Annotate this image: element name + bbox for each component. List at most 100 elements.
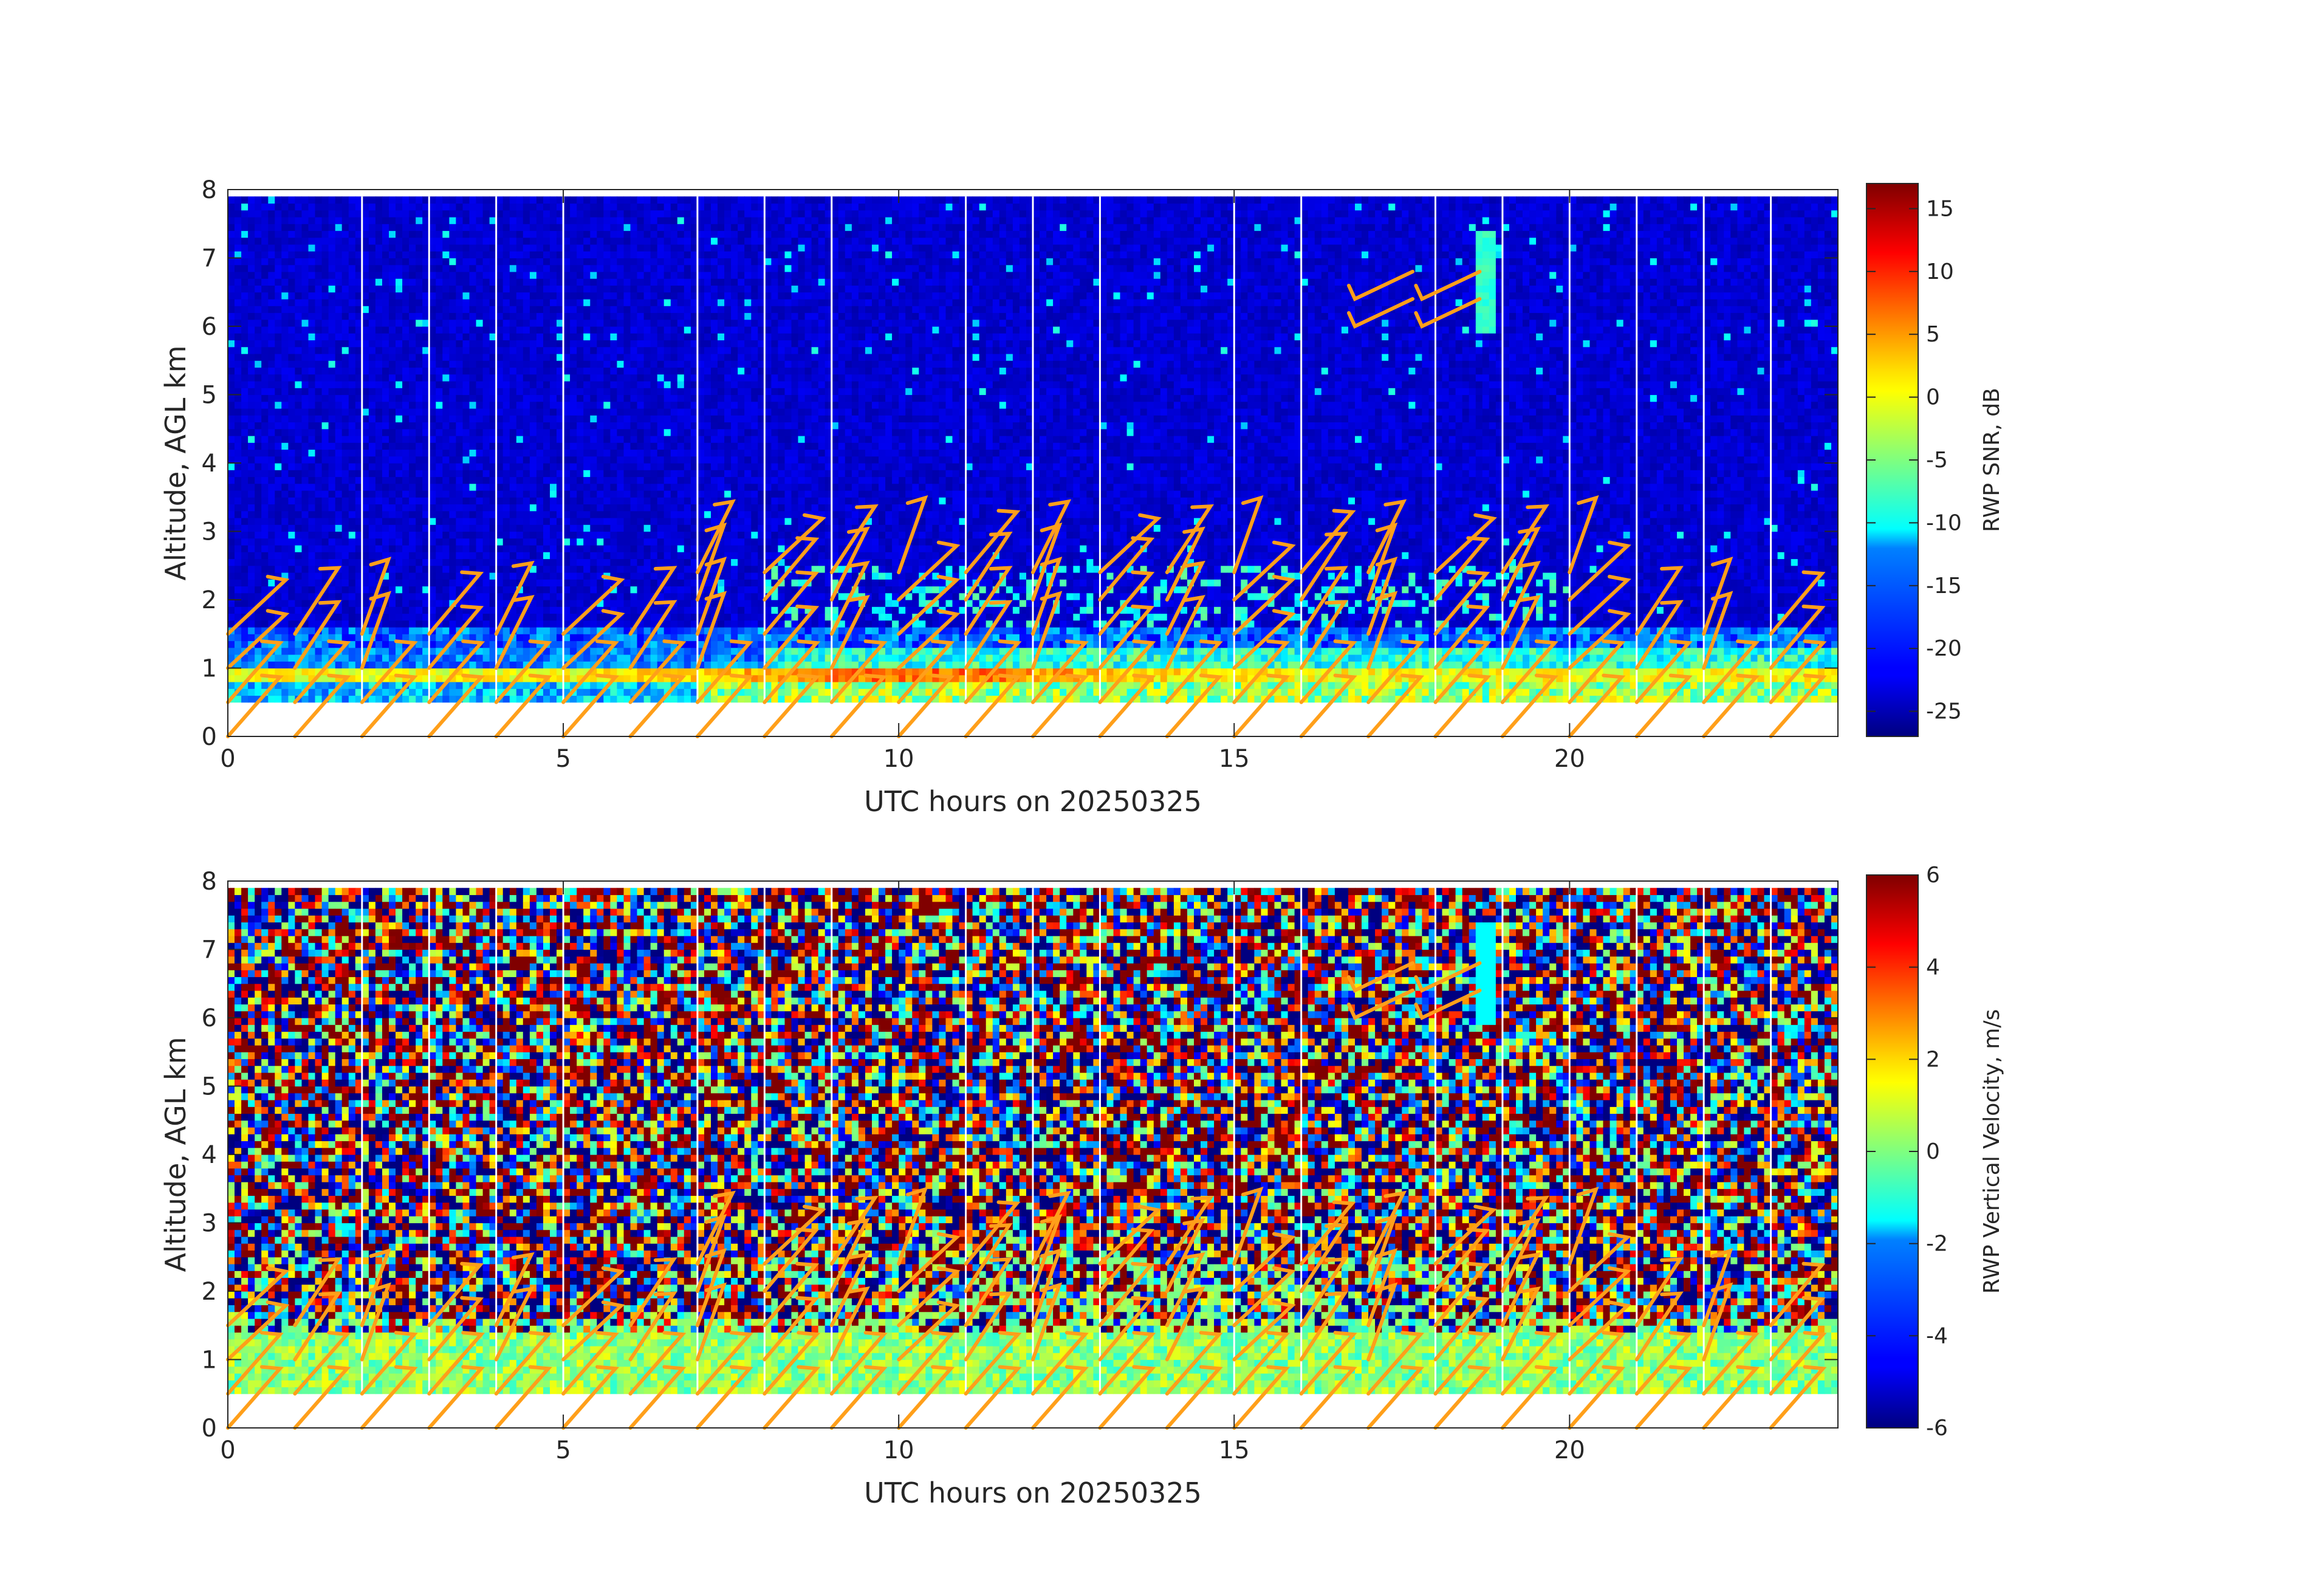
heatmap-cell: [329, 210, 336, 218]
heatmap-cell: [637, 368, 645, 375]
heatmap-cell: [476, 429, 484, 436]
heatmap-cell: [309, 204, 316, 211]
heatmap-cell: [463, 395, 470, 402]
heatmap-cell: [543, 306, 550, 313]
heatmap-cell: [436, 388, 443, 395]
heatmap-cell: [570, 368, 577, 375]
heatmap-cell: [483, 654, 490, 662]
heatmap-cell: [436, 524, 443, 532]
heatmap-cell: [288, 415, 295, 422]
heatmap-cell: [309, 559, 316, 566]
heatmap-cell: [248, 347, 255, 354]
heatmap-cell: [597, 620, 604, 628]
heatmap-cell: [349, 217, 356, 224]
heatmap-cell: [570, 504, 577, 512]
heatmap-cell: [644, 456, 651, 464]
heatmap-cell: [375, 648, 383, 655]
heatmap-cell: [255, 326, 262, 334]
heatmap-cell: [664, 333, 671, 340]
heatmap-cell: [241, 360, 249, 368]
heatmap-cell: [442, 579, 450, 586]
heatmap-cell: [442, 354, 450, 361]
heatmap-cell: [362, 538, 369, 546]
heatmap-cell: [261, 395, 269, 402]
heatmap-cell: [597, 532, 604, 539]
heatmap-cell: [536, 415, 544, 422]
heatmap-cell: [396, 566, 403, 573]
heatmap-cell: [248, 545, 255, 552]
heatmap-cell: [442, 429, 450, 436]
heatmap-cell: [369, 402, 376, 409]
heatmap-cell: [382, 661, 389, 668]
heatmap-cell: [657, 210, 665, 218]
heatmap-cell: [677, 538, 685, 546]
heatmap-cell: [235, 572, 242, 580]
heatmap-cell: [603, 661, 611, 668]
heatmap-cell: [335, 258, 343, 266]
heatmap-cell: [610, 477, 617, 484]
heatmap-cell: [416, 381, 423, 388]
heatmap-cell: [550, 395, 557, 402]
heatmap-cell: [389, 579, 396, 586]
heatmap-cell: [543, 251, 550, 258]
heatmap-cell: [342, 524, 349, 532]
heatmap-cell: [362, 395, 369, 402]
heatmap-cell: [295, 415, 302, 422]
heatmap-cell: [302, 258, 309, 266]
heatmap-cell: [456, 518, 463, 525]
heatmap-cell: [483, 395, 490, 402]
heatmap-cell: [470, 244, 477, 252]
heatmap-cell: [369, 538, 376, 546]
heatmap-cell: [281, 518, 289, 525]
heatmap-cell: [510, 244, 517, 252]
heatmap-cell: [322, 258, 329, 266]
heatmap-cell: [603, 477, 611, 484]
heatmap-cell: [536, 306, 544, 313]
heatmap-cell: [570, 566, 577, 573]
heatmap-cell: [597, 340, 604, 348]
heatmap-cell: [375, 381, 383, 388]
heatmap-cell: [624, 538, 631, 546]
heatmap-cell: [597, 354, 604, 361]
heatmap-cell: [483, 429, 490, 436]
heatmap-cell: [389, 368, 396, 375]
heatmap-cell: [516, 251, 524, 258]
heatmap-cell: [449, 210, 456, 218]
heatmap-cell: [302, 511, 309, 518]
heatmap-cell: [309, 244, 316, 252]
heatmap-cell: [610, 368, 617, 375]
heatmap-cell: [315, 374, 323, 382]
heatmap-cell: [483, 648, 490, 655]
heatmap-cell: [255, 429, 262, 436]
heatmap-cell: [516, 217, 524, 224]
heatmap-cell: [610, 306, 617, 313]
heatmap-cell: [664, 402, 671, 409]
heatmap-cell: [603, 333, 611, 340]
heatmap-cell: [671, 354, 678, 361]
heatmap-cell: [563, 490, 571, 498]
heatmap-cell: [523, 204, 530, 211]
heatmap-cell: [536, 524, 544, 532]
heatmap-cell: [664, 395, 671, 402]
heatmap-cell: [335, 579, 343, 586]
heatmap-cell: [577, 484, 584, 491]
heatmap-cell: [610, 559, 617, 566]
heatmap-cell: [396, 497, 403, 504]
heatmap-cell: [442, 532, 450, 539]
heatmap-cell: [382, 388, 389, 395]
heatmap-cell: [577, 231, 584, 238]
heatmap-cell: [510, 368, 517, 375]
heatmap-cell: [302, 374, 309, 382]
heatmap-cell: [590, 532, 597, 539]
heatmap-cell: [402, 668, 410, 676]
heatmap-cell: [563, 272, 571, 279]
heatmap-cell: [436, 442, 443, 450]
heatmap-cell: [402, 661, 410, 668]
heatmap-cell: [483, 299, 490, 306]
heatmap-cell: [288, 381, 295, 388]
heatmap-cell: [624, 429, 631, 436]
heatmap-cell: [651, 559, 658, 566]
heatmap-cell: [288, 511, 295, 518]
heatmap-cell: [281, 497, 289, 504]
heatmap-cell: [590, 217, 597, 224]
